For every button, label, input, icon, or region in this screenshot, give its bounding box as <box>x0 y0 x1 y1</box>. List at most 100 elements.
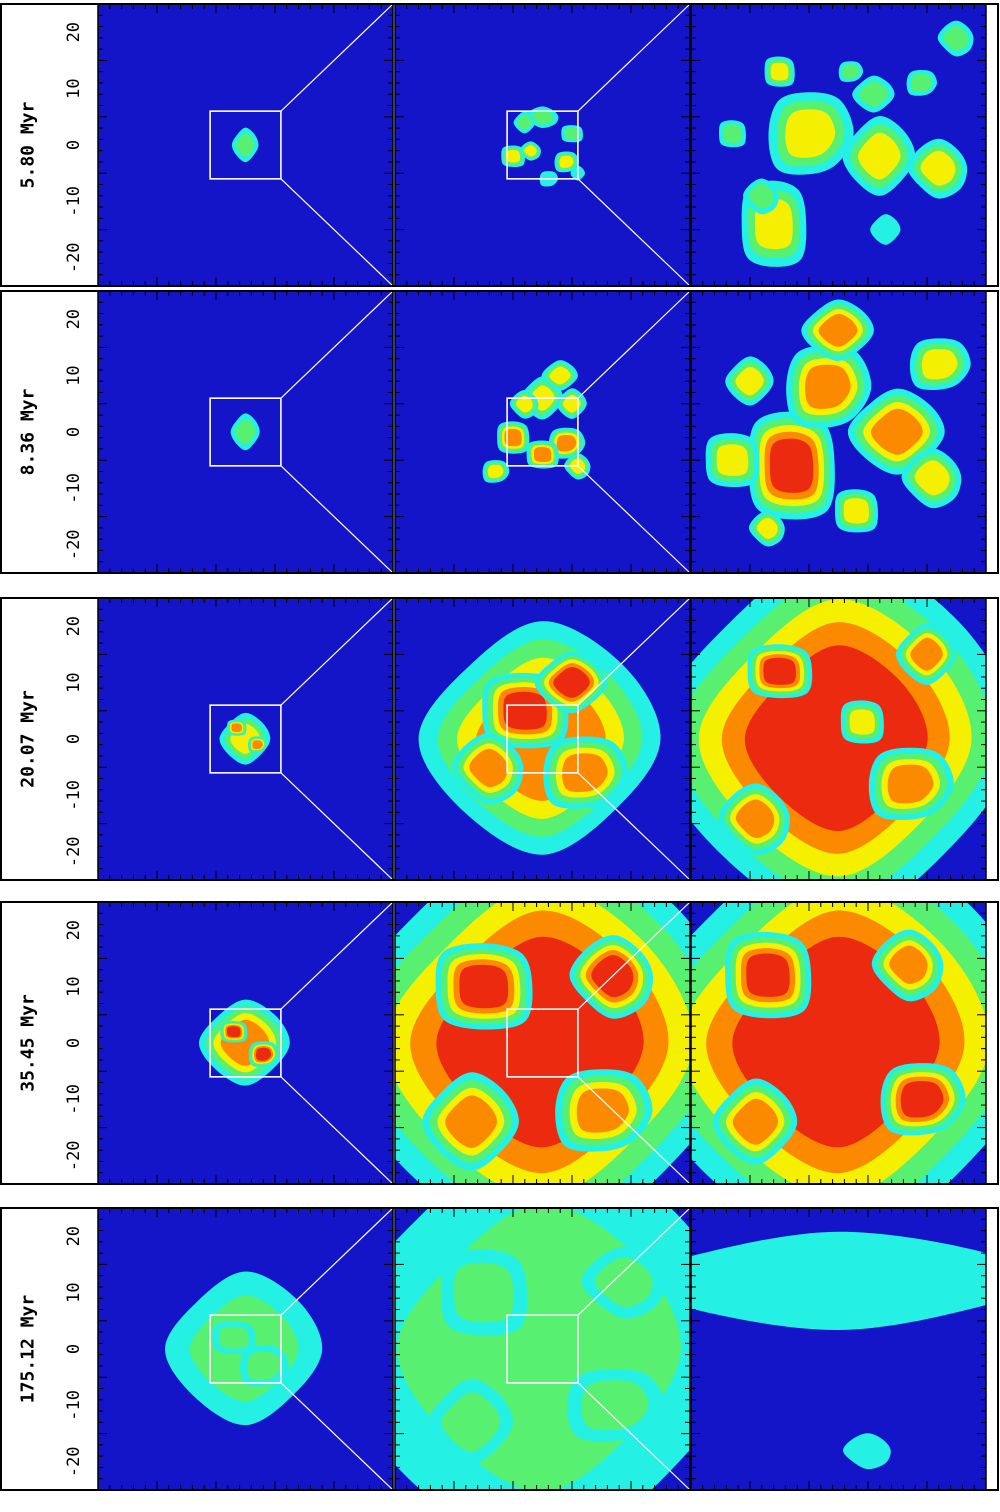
structure-blob <box>920 150 956 186</box>
structure-blob <box>804 364 851 409</box>
axis-tick-label: 10 <box>64 672 84 692</box>
structure-blob <box>445 1095 498 1149</box>
row-label-strip <box>0 4 96 286</box>
axis-tick-label: 10 <box>64 365 84 385</box>
structure-blob <box>887 764 934 804</box>
structure-blob <box>818 313 858 347</box>
zoom-line <box>577 1207 691 1316</box>
zoom-box <box>209 397 282 467</box>
axis-tick-label: -20 <box>64 1446 84 1477</box>
time-label: 35.45 Myr <box>18 994 39 1092</box>
structure-blob <box>454 1262 514 1323</box>
zoom-line <box>280 597 394 706</box>
panel-content <box>691 1231 986 1470</box>
axis-tick-label: 10 <box>64 78 84 98</box>
zoom-line <box>280 1382 394 1491</box>
structure-blob <box>524 145 537 157</box>
structure-blob <box>516 395 533 413</box>
structure-blob <box>252 740 263 750</box>
panel-row5-col3 <box>690 1207 987 1491</box>
zoom-line <box>280 465 394 574</box>
axis-tick-label: 20 <box>64 1226 84 1246</box>
structure-blob <box>549 366 571 385</box>
zoom-line <box>280 178 394 287</box>
axis-tick-label: -10 <box>64 186 84 217</box>
axis-tick-label: -20 <box>64 529 84 560</box>
panel-row2-col2 <box>394 290 691 574</box>
structure-blob <box>226 1026 241 1038</box>
axis-tick-label: -20 <box>64 242 84 273</box>
axis-tick-label: 0 <box>64 427 84 437</box>
structure-blob <box>218 1326 249 1349</box>
structure-blob <box>785 109 836 158</box>
row-frame <box>0 901 999 1185</box>
axis-tick-label: -10 <box>64 473 84 504</box>
panel-ticks <box>691 4 986 286</box>
panel-content <box>718 20 974 267</box>
panel-row4-col3 <box>690 901 987 1185</box>
zoom-box <box>209 110 282 180</box>
structure-blob <box>858 81 889 107</box>
zoom-box <box>209 1314 282 1384</box>
structure-blob <box>770 62 789 81</box>
row-5: 175.12 Myr 20 10 0 -10 -20 <box>0 1207 999 1491</box>
panel-content <box>705 299 971 547</box>
time-label: 20.07 Myr <box>18 690 39 788</box>
zoom-line <box>577 3 691 112</box>
row-label-strip <box>0 291 96 573</box>
row-1: 5.80 Myr 20 10 0 -10 -20 <box>0 3 999 287</box>
zoom-line <box>577 465 691 574</box>
panel-row1-col1 <box>97 3 394 287</box>
structure-blob <box>842 1433 891 1470</box>
panel-row4-col2 <box>394 901 691 1185</box>
structure-blob <box>530 109 554 125</box>
zoom-box <box>209 1008 282 1078</box>
structure-blob <box>723 124 742 143</box>
structure-blob <box>914 460 950 496</box>
structure-blob <box>763 657 796 685</box>
structure-blob <box>594 1257 653 1308</box>
panel-content <box>691 902 986 1184</box>
axis-tick-label: 0 <box>64 1344 84 1354</box>
row-label-strip <box>0 1208 96 1490</box>
structure-blob <box>921 349 958 380</box>
panel-content <box>691 598 986 880</box>
structure-blob <box>533 447 552 463</box>
panel-content <box>230 413 260 451</box>
zoom-line <box>280 1076 394 1185</box>
structure-blob <box>756 517 778 539</box>
structure-blob <box>842 64 860 79</box>
axis-tick-label: 20 <box>64 22 84 42</box>
structure-blob <box>504 428 522 447</box>
panel-ticks <box>98 902 393 1184</box>
panel-row5-col2 <box>394 1207 691 1491</box>
time-label: 175.12 Myr <box>18 1295 39 1404</box>
zoom-box <box>506 1314 579 1384</box>
structure-blob <box>849 709 875 735</box>
structure-blob <box>870 214 901 245</box>
axis-tick-label: -10 <box>64 1084 84 1115</box>
structure-blob <box>732 1098 779 1145</box>
row-frame <box>0 1207 999 1491</box>
panel-row5-col1 <box>97 1207 394 1491</box>
row-frame <box>0 290 999 574</box>
structure-blob <box>564 127 580 140</box>
zoom-line <box>577 178 691 287</box>
structure-blob <box>556 434 577 452</box>
axis-tick-label: -10 <box>64 1390 84 1421</box>
structure-blob <box>870 408 923 455</box>
panel-content <box>219 712 271 765</box>
axis-tick-label: 0 <box>64 140 84 150</box>
zoom-line <box>577 597 691 706</box>
structure-blob <box>576 1088 629 1133</box>
zoom-box <box>506 397 579 467</box>
axis-tick-label: 10 <box>64 1282 84 1302</box>
panel-row2-col1 <box>97 290 394 574</box>
structure-blob <box>748 183 774 209</box>
panel-row1-col2 <box>394 3 691 287</box>
structure-blob <box>559 155 574 168</box>
structure-blob <box>910 637 943 671</box>
zoom-line <box>280 290 394 399</box>
